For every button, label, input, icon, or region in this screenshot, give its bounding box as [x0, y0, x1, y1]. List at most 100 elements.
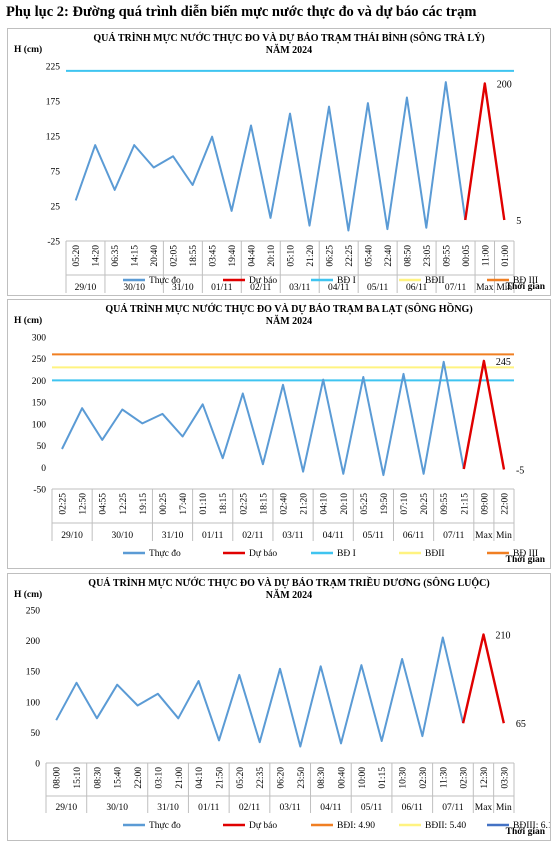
x-tick-label: 20:10 [267, 245, 277, 267]
x-group-label: 03/11 [280, 803, 302, 813]
y-tick-label: 50 [31, 729, 41, 739]
data-label: 5 [516, 216, 521, 227]
x-tick-label: 09:00 [480, 493, 490, 515]
x-group-label: 02/11 [239, 803, 261, 813]
x-tick-label: 20:40 [150, 245, 160, 267]
x-group-label: 30/10 [106, 803, 128, 813]
x-group-label: 07/11 [443, 531, 465, 541]
x-group-label: 01/11 [202, 531, 224, 541]
data-label: 200 [497, 80, 512, 91]
x-tick-label: 18:15 [219, 493, 229, 515]
legend-label: BĐIII: 6.10 [513, 821, 550, 831]
x-group-label: Max [475, 531, 493, 541]
x-group-label: 06/11 [402, 803, 424, 813]
x-group-label: Max [475, 803, 493, 813]
x-tick-label: 04:40 [248, 245, 258, 267]
legend-label: BĐ III [513, 549, 538, 559]
y-tick-label: 100 [26, 698, 41, 708]
x-tick-label: 23:05 [423, 245, 433, 267]
x-group-label: 04/11 [323, 531, 345, 541]
data-label: 245 [496, 357, 511, 368]
x-tick-label: 00:25 [159, 493, 169, 515]
x-axis-label: Thời gian [506, 827, 546, 837]
x-tick-label: 02:05 [170, 245, 180, 267]
x-tick-label: 05:10 [287, 245, 297, 267]
x-tick-label: 04:55 [99, 493, 109, 515]
chart-title: QUÁ TRÌNH MỰC NƯỚC THỰC ĐO VÀ DỰ BÁO TRẠ… [93, 31, 484, 44]
x-group-label: 30/10 [123, 283, 145, 293]
x-tick-label: 05:20 [72, 245, 82, 267]
chart-panel-trieu-duong: QUÁ TRÌNH MỰC NƯỚC THỰC ĐO VÀ DỰ BÁO TRẠ… [7, 573, 556, 841]
x-tick-label: 11:30 [439, 767, 449, 789]
x-tick-label: 12:50 [79, 493, 89, 515]
x-group-label: 03/11 [282, 531, 304, 541]
legend-label: BĐII [425, 276, 445, 286]
chart-trieu-duong: QUÁ TRÌNH MỰC NƯỚC THỰC ĐO VÀ DỰ BÁO TRẠ… [14, 576, 556, 837]
x-tick-label: 02:30 [419, 767, 429, 789]
series-line [461, 633, 505, 724]
x-tick-label: 02:40 [280, 493, 290, 515]
x-tick-label: 02:30 [460, 767, 470, 789]
x-tick-label: 11:00 [481, 245, 491, 267]
page-title: Phụ lục 2: Đường quá trình diễn biến mực… [6, 4, 477, 20]
x-tick-label: 21:20 [300, 493, 310, 515]
legend-label: BĐ I [337, 549, 356, 559]
chart-subtitle: NĂM 2024 [266, 315, 312, 327]
x-tick-label: 14:15 [131, 245, 141, 267]
x-group-label: 05/11 [363, 531, 385, 541]
x-tick-label: 10:30 [399, 767, 409, 789]
y-tick-label: 150 [26, 668, 41, 678]
chart-title: QUÁ TRÌNH MỰC NƯỚC THỰC ĐO VÀ DỰ BÁO TRẠ… [105, 302, 472, 315]
y-tick-label: 250 [26, 607, 41, 617]
x-group-label: 05/11 [367, 283, 389, 293]
x-tick-label: 17:40 [179, 493, 189, 515]
y-tick-label: 300 [32, 334, 47, 344]
x-tick-label: 01:10 [199, 493, 209, 515]
x-group-label: 06/11 [406, 283, 428, 293]
x-group-label: 01/11 [211, 283, 233, 293]
x-tick-label: 21:15 [460, 493, 470, 515]
chart-thai-binh: QUÁ TRÌNH MỰC NƯỚC THỰC ĐO VÀ DỰ BÁO TRẠ… [14, 31, 546, 293]
x-group-label: 04/11 [328, 283, 350, 293]
x-tick-label: 21:00 [175, 767, 185, 789]
legend-label: BĐII [425, 549, 445, 559]
y-tick-label: -25 [47, 238, 60, 248]
x-tick-label: 02:25 [59, 493, 69, 515]
y-tick-label: 225 [46, 63, 61, 73]
x-group-label: 31/10 [172, 283, 194, 293]
series-line [61, 360, 465, 477]
legend-label: Thực đo [149, 276, 181, 286]
x-tick-label: 08:50 [403, 245, 413, 267]
y-tick-label: 25 [51, 203, 61, 213]
y-tick-label: 0 [41, 464, 46, 474]
x-tick-label: 20:25 [420, 493, 430, 515]
x-group-label: 30/10 [111, 531, 133, 541]
y-tick-label: 50 [37, 442, 47, 452]
y-axis-label: H (cm) [14, 589, 42, 600]
series-line [74, 81, 467, 232]
y-tick-label: 75 [51, 168, 61, 178]
x-tick-label: 19:15 [139, 493, 149, 515]
x-tick-label: 08:30 [317, 767, 327, 789]
legend-label: Dự báo [249, 821, 277, 831]
legend-label: Thực đo [149, 549, 181, 559]
x-tick-label: 15:10 [73, 767, 83, 789]
chart-ba-lat: QUÁ TRÌNH MỰC NƯỚC THỰC ĐO VÀ DỰ BÁO TRẠ… [14, 302, 546, 565]
x-tick-label: 06:20 [277, 767, 287, 789]
x-axis-label: Thời gian [506, 555, 546, 565]
data-label: 210 [495, 630, 510, 641]
x-tick-label: 03:30 [500, 767, 510, 789]
x-tick-label: 04:10 [195, 767, 205, 789]
x-tick-label: 22:00 [500, 493, 510, 515]
x-group-label: 29/10 [61, 531, 83, 541]
x-tick-label: 03:45 [209, 245, 219, 267]
x-tick-label: 06:35 [111, 245, 121, 267]
x-tick-label: 09:55 [442, 245, 452, 267]
legend-label: BĐ III [513, 276, 538, 286]
y-tick-label: 125 [46, 133, 61, 143]
x-tick-label: 18:55 [189, 245, 199, 267]
x-tick-label: 14:20 [92, 245, 102, 267]
y-axis-label: H (cm) [14, 315, 42, 326]
y-tick-label: 0 [35, 760, 40, 770]
x-tick-label: 04:10 [320, 493, 330, 515]
